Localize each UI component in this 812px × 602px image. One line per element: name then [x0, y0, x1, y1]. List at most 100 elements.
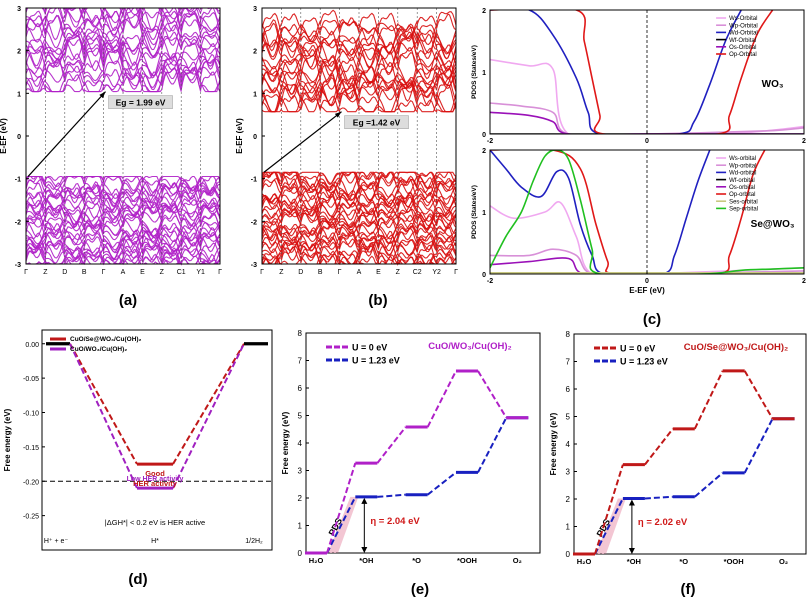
band-line	[25, 7, 221, 51]
pdos-curve-wp-orbital	[490, 102, 804, 134]
y-tick-label: 1	[298, 522, 303, 531]
legend-entry: Wf-Orbital	[729, 38, 756, 44]
y-tick-label: 5	[566, 413, 571, 422]
x-axis-label: E-EF (eV)	[629, 286, 665, 295]
energy-connector	[427, 471, 457, 496]
y-tick-label: 2	[482, 8, 486, 15]
y-tick-label: 0.00	[25, 342, 39, 349]
band-gap-arrowhead	[99, 91, 106, 99]
kpoint-label: Z	[396, 269, 401, 276]
legend-entry: CuO/Se@WO₃/Cu(OH)₂	[70, 336, 142, 343]
kpoint-label: Z	[279, 269, 284, 276]
y-tick-label: -0.05	[23, 376, 39, 383]
y-tick-label: -0.15	[23, 445, 39, 452]
kpoint-label: Z	[160, 269, 165, 276]
x-tick-label: -2	[487, 138, 493, 145]
band-line	[261, 19, 457, 67]
band-structure-panel-a: -3 -2 -1 0 1 2 3 Γ Z D B Γ A E Z C1 Y1 Γ E-EF (eV) Eg = 1.9…	[0, 6, 222, 276]
kpoint-label: Γ	[102, 269, 106, 276]
energy-connector	[477, 417, 508, 473]
energy-connector	[376, 426, 407, 464]
y-tick-label: 3	[298, 467, 303, 476]
band-gap-label-box	[108, 95, 173, 109]
energy-connector	[644, 495, 673, 500]
category-label: 1/2H₂	[245, 538, 263, 545]
x-tick-label: 2	[802, 278, 806, 285]
panel-label-c: (c)	[643, 311, 661, 328]
legend-entry: Op-Orbital	[729, 52, 757, 58]
kpoint-label: D	[298, 269, 303, 276]
y-tick-label: 7	[298, 357, 303, 366]
energy-connector	[326, 462, 357, 554]
y-axis-label: PDOS (States/eV)	[471, 45, 478, 99]
y-tick-label: 2	[566, 495, 571, 504]
energy-connector	[426, 370, 457, 428]
annotation-low-her: Low HER activity	[127, 476, 184, 483]
overpotential-arrowhead	[628, 499, 635, 506]
legend-entry: Op-orbital	[729, 192, 755, 198]
panel-label-f: (f)	[681, 581, 696, 598]
band-line	[261, 65, 457, 113]
x-tick-label: 0	[645, 138, 649, 145]
y-tick-label: -0.20	[23, 479, 39, 486]
band-line	[25, 59, 221, 93]
kpoint-label: Z	[43, 269, 48, 276]
kpoint-label: D	[62, 269, 67, 276]
category-label: *OH	[359, 556, 373, 565]
band-gap-arrow	[27, 91, 106, 177]
y-tick-label: -1	[15, 177, 21, 184]
kpoint-label: E	[376, 269, 381, 276]
y-tick-label: 0	[298, 549, 303, 558]
energy-connector	[594, 498, 624, 555]
category-label: H⁺ + e⁻	[44, 538, 69, 545]
y-tick-label: 0	[17, 134, 21, 141]
annotation-good: Good	[145, 469, 165, 478]
band-line	[25, 239, 221, 265]
material-label: WO₃	[762, 79, 784, 90]
legend-entry: Sep-orbital	[729, 207, 758, 213]
band-line	[25, 47, 221, 90]
y-tick-label: 0	[482, 272, 486, 279]
band-line	[261, 244, 457, 265]
y-tick-label: 1	[17, 91, 21, 98]
band-gap-label: Eg =1.42 eV	[353, 118, 401, 128]
category-label: *O	[412, 556, 421, 565]
y-tick-label: 1	[253, 91, 257, 98]
legend-entry: Ws-Orbital	[729, 16, 757, 22]
energy-connector	[69, 343, 138, 465]
legend-entry: Os-orbital	[729, 185, 755, 191]
band-gap-arrow	[263, 111, 342, 173]
overpotential-label: η = 2.02 eV	[638, 517, 688, 528]
energy-connector	[326, 496, 357, 554]
y-tick-label: 2	[482, 148, 486, 155]
y-tick-label: 2	[253, 49, 257, 56]
overpotential-arrowhead	[361, 497, 368, 504]
y-axis-label: E-EF (eV)	[235, 118, 244, 154]
y-axis-label: E-EF (eV)	[0, 118, 8, 154]
energy-connector	[594, 464, 624, 555]
category-label: H₂O	[577, 557, 592, 566]
energy-connector	[644, 428, 674, 466]
panel-label-b: (b)	[368, 292, 387, 309]
category-label: *OOH	[724, 557, 744, 566]
band-line	[25, 217, 221, 250]
y-axis-label: PDOS (States/eV)	[471, 185, 478, 239]
pdos-curve-sep-orbital	[490, 150, 804, 274]
band-line	[261, 84, 457, 113]
band-line	[25, 32, 221, 79]
annotation-criterion: |ΔGH*| < 0.2 eV is HER active	[105, 518, 205, 527]
legend-entry: U = 1.23 eV	[352, 356, 400, 366]
band-structure-panel-b: -3 -2 -1 0 1 2 3 Γ Z D B Γ A E Z C2 Y2 Γ E-EF (eV) Eg =1.42…	[235, 6, 458, 276]
band-line	[261, 183, 457, 211]
y-tick-label: 2	[298, 494, 303, 503]
pds-shaded-region	[596, 498, 626, 554]
legend-entry: Wd-Orbital	[729, 31, 758, 37]
overpotential-arrowhead	[361, 547, 368, 553]
kpoint-label: B	[318, 269, 323, 276]
kpoint-label: C1	[177, 269, 186, 276]
y-tick-label: 7	[566, 358, 571, 367]
band-line	[25, 28, 221, 72]
